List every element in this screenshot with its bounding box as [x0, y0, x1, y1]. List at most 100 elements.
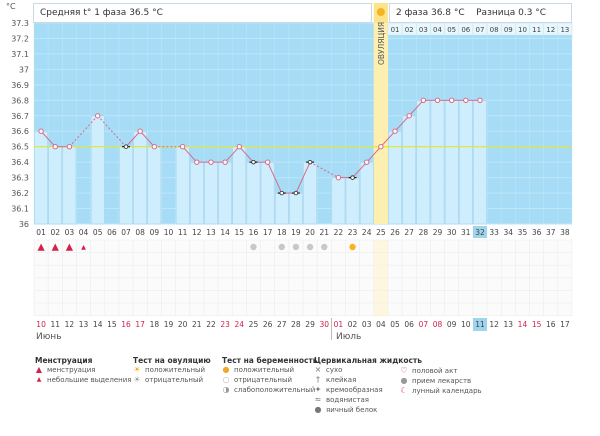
- cycle-day-label: 02: [50, 228, 60, 237]
- legend-item: водянистая: [326, 396, 370, 404]
- temperature-line-segment: [224, 146, 240, 163]
- temperature-point: [378, 143, 384, 150]
- phase2-day-label: 03: [419, 26, 428, 34]
- temperature-point: [66, 143, 73, 150]
- calendar-date-label: 11: [50, 320, 60, 329]
- cycle-day-label: 15: [235, 228, 245, 237]
- temperature-point: [236, 143, 242, 150]
- cycle-day-label: 14: [220, 228, 230, 237]
- phase2-value: 36.8 °C: [430, 8, 465, 18]
- temperature-point: [406, 113, 412, 119]
- temperature-point: [208, 159, 214, 165]
- y-tick-label: 37.3: [11, 19, 29, 28]
- legend-item: лунный календарь: [412, 387, 482, 395]
- legend-cervical-title: Цервикальная жидкость: [314, 356, 423, 365]
- cycle-day-label: 18: [277, 228, 287, 237]
- legend-item: отрицательный: [145, 376, 204, 384]
- temperature-point: [477, 97, 483, 104]
- temperature-bar: [34, 130, 48, 225]
- current-day-highlight: [472, 226, 488, 238]
- cycle-day-label: 05: [93, 228, 103, 237]
- sun-grey-icon: ☀: [133, 375, 141, 384]
- phase2-summary: 2 фаза 36.8 °C Разница 0.3 °C: [389, 3, 572, 23]
- legend-row: ♡ половой акт: [400, 366, 482, 376]
- cycle-day-label: 21: [319, 228, 329, 237]
- cycle-day-label: 04: [79, 228, 89, 237]
- calendar-date-label: 08: [433, 320, 443, 329]
- temperature-point: [179, 143, 186, 150]
- calendar-date-label: 07: [419, 320, 429, 329]
- ovulation-label: ОВУЛЯЦИЯ: [377, 22, 386, 65]
- temperature-point: [137, 128, 143, 134]
- temperature-bar: [388, 130, 402, 225]
- calendar-date-label: 15: [107, 320, 117, 329]
- y-axis-unit: °C: [6, 2, 16, 11]
- calendar-date-label: 14: [93, 320, 103, 329]
- pill-icon: ●: [400, 376, 408, 385]
- legend-ovulation-test: Тест на овуляцию ☀ положительный ☀ отрицат…: [133, 356, 211, 385]
- heart-icon: ♡: [400, 366, 408, 375]
- calendar-date-label: 12: [65, 320, 75, 329]
- cycle-day-label: 25: [376, 228, 386, 237]
- temperature-point: [364, 159, 370, 165]
- legend-row: ◑ слабоположительный: [222, 385, 318, 395]
- cycle-day-label: 12: [192, 228, 202, 237]
- y-tick-label: 36.8: [11, 96, 29, 105]
- calendar-date-label: 18: [150, 320, 160, 329]
- calendar-date-label: 03: [362, 320, 372, 329]
- phase2-day-label: 11: [532, 26, 541, 34]
- temperature-point: [38, 128, 44, 134]
- cycle-day-label: 32: [475, 228, 485, 237]
- ovulation-sun-icon: [376, 8, 385, 16]
- cycle-day-label: 06: [107, 228, 117, 237]
- cycle-day-label: 33: [489, 228, 499, 237]
- temperature-line-segment: [295, 161, 311, 194]
- month-label-june: Июнь: [36, 332, 62, 342]
- temperature-point: [434, 97, 441, 104]
- calendar-date-label: 30: [319, 320, 329, 329]
- calendar-date-label: 05: [390, 320, 400, 329]
- legend-item: отрицательный: [234, 376, 293, 384]
- temperature-point: [350, 175, 355, 180]
- temperature-point: [151, 143, 158, 150]
- ovulation-test-negative-icon: [306, 243, 314, 251]
- temperature-line-segment: [309, 161, 339, 179]
- calendar-date-label: 19: [164, 320, 174, 329]
- temperature-line-segment: [394, 115, 410, 132]
- phase2-day-label: 02: [405, 26, 414, 34]
- calendar-date-label: 12: [489, 320, 499, 329]
- legend-pregnancy-test: Тест на беременность ● положительный ○ отр…: [222, 356, 318, 395]
- cycle-day-label: 29: [433, 228, 443, 237]
- cycle-day-label: 28: [419, 228, 429, 237]
- cycle-day-label: 36: [532, 228, 542, 237]
- cycle-day-label: 37: [546, 228, 556, 237]
- temperature-point: [392, 128, 398, 134]
- legend-row: × сухо: [314, 365, 422, 375]
- watery-icon: ≈: [314, 395, 322, 404]
- temperature-line-segment: [238, 146, 254, 163]
- calendar-date-label: 10: [36, 320, 46, 329]
- legend-item: небольшие выделения: [47, 376, 132, 384]
- legend-item: слабоположительный: [234, 386, 316, 394]
- sun-icon: ☀: [133, 365, 141, 374]
- legend-row: ● прием лекарств: [400, 376, 482, 386]
- temperature-bar: [62, 146, 77, 225]
- temperature-point: [194, 159, 200, 165]
- temperature-line-segment: [267, 161, 283, 194]
- temperature-bar: [90, 115, 105, 225]
- y-tick-label: 37.2: [11, 34, 29, 43]
- cycle-day-label: 38: [560, 228, 570, 237]
- legend-menstruation-title: Менструация: [35, 356, 93, 365]
- y-tick-label: 36.7: [11, 112, 29, 121]
- cycle-day-label: 10: [164, 228, 174, 237]
- legend-item: яичный белок: [326, 406, 378, 414]
- legend-row: ○ отрицательный: [222, 375, 318, 385]
- y-tick-label: 36.1: [11, 205, 29, 214]
- legend-row: ≈ водянистая: [314, 395, 422, 405]
- temperature-line-segment: [40, 130, 56, 148]
- creamy-icon: ✦: [314, 385, 322, 394]
- temperature-bar: [416, 100, 431, 225]
- moon-icon: ☾: [400, 386, 408, 395]
- cycle-day-label: 19: [291, 228, 301, 237]
- legend-item: половой акт: [412, 367, 458, 375]
